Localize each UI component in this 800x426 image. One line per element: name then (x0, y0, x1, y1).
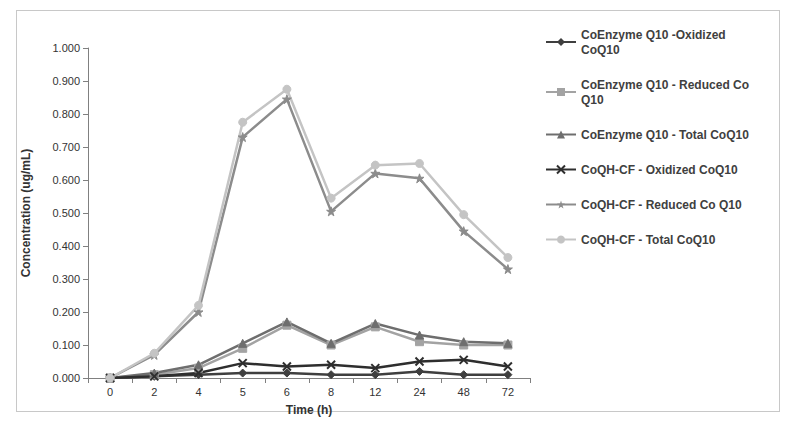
svg-text:6: 6 (284, 386, 290, 398)
svg-text:Q10: Q10 (581, 93, 604, 107)
svg-text:0.700: 0.700 (52, 141, 80, 153)
svg-text:0.600: 0.600 (52, 174, 80, 186)
svg-text:Time (h): Time (h) (286, 403, 332, 417)
svg-text:24: 24 (413, 386, 425, 398)
svg-text:CoQH-CF - Total CoQ10: CoQH-CF - Total CoQ10 (581, 233, 716, 247)
svg-text:0.000: 0.000 (52, 372, 80, 384)
svg-text:0.300: 0.300 (52, 273, 80, 285)
svg-text:CoEnzyme Q10 - Total CoQ10: CoEnzyme Q10 - Total CoQ10 (581, 128, 749, 142)
svg-text:CoQH-CF - Oxidized CoQ10: CoQH-CF - Oxidized CoQ10 (581, 163, 738, 177)
svg-text:CoEnzyme Q10 -Oxidized: CoEnzyme Q10 -Oxidized (581, 28, 729, 42)
svg-text:CoQ10: CoQ10 (581, 43, 620, 57)
svg-text:0.200: 0.200 (52, 306, 80, 318)
svg-text:0: 0 (107, 386, 113, 398)
svg-text:4: 4 (195, 386, 201, 398)
svg-text:0.400: 0.400 (52, 240, 80, 252)
svg-text:2: 2 (151, 386, 157, 398)
svg-text:5: 5 (240, 386, 246, 398)
svg-text:0.100: 0.100 (52, 339, 80, 351)
svg-text:1.000: 1.000 (52, 42, 80, 54)
svg-text:CoQH-CF - Reduced Co Q10: CoQH-CF - Reduced Co Q10 (581, 198, 742, 212)
svg-text:CoEnzyme Q10 - Reduced Co: CoEnzyme Q10 - Reduced Co (581, 78, 752, 92)
svg-text:72: 72 (502, 386, 514, 398)
svg-text:8: 8 (328, 386, 334, 398)
svg-text:48: 48 (458, 386, 470, 398)
svg-text:0.500: 0.500 (52, 207, 80, 219)
svg-text:0.900: 0.900 (52, 75, 80, 87)
svg-text:0.800: 0.800 (52, 108, 80, 120)
svg-text:12: 12 (369, 386, 381, 398)
svg-text:Concentration (ug/mL): Concentration (ug/mL) (19, 149, 33, 278)
